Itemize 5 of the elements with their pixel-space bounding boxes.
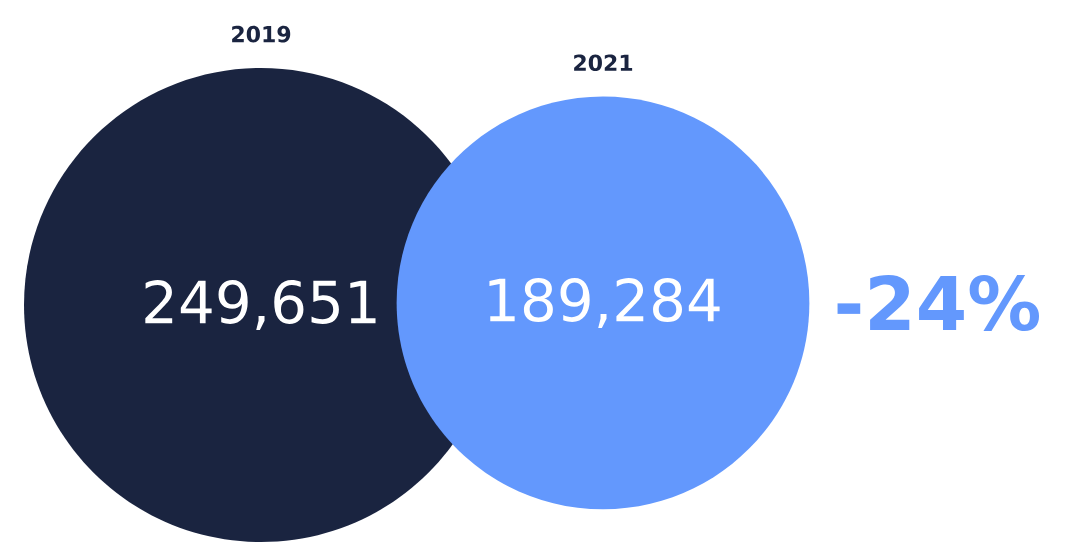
text: -24% xyxy=(837,275,1040,331)
category-label: 2019 xyxy=(232,25,291,43)
data-label: 249,651 xyxy=(145,280,376,330)
data-label: 189,284 xyxy=(489,278,720,328)
category-label: 2021 xyxy=(574,54,633,72)
